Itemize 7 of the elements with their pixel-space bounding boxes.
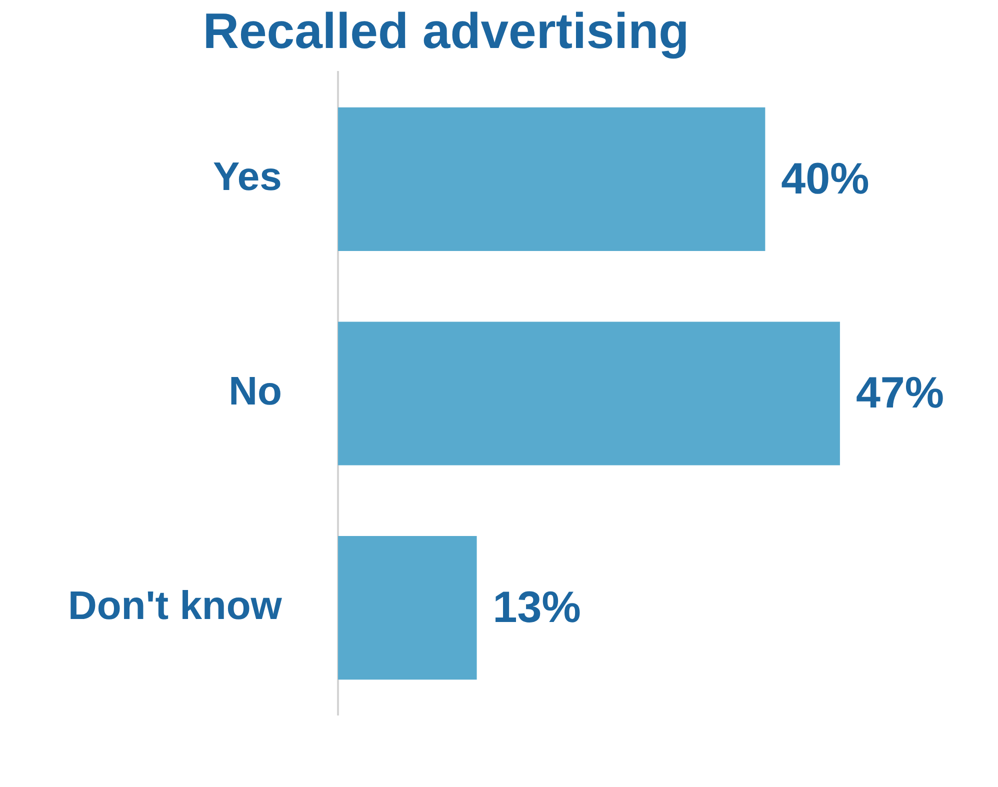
data-label: 40%: [781, 154, 870, 204]
chart-title: Recalled advertising: [202, 2, 690, 59]
y-tick-label: Don't know: [68, 584, 283, 628]
y-tick-label: Yes: [212, 155, 282, 200]
data-label: 47%: [856, 368, 944, 418]
data-label: 13%: [492, 582, 581, 632]
y-tick-label: No: [228, 370, 282, 414]
